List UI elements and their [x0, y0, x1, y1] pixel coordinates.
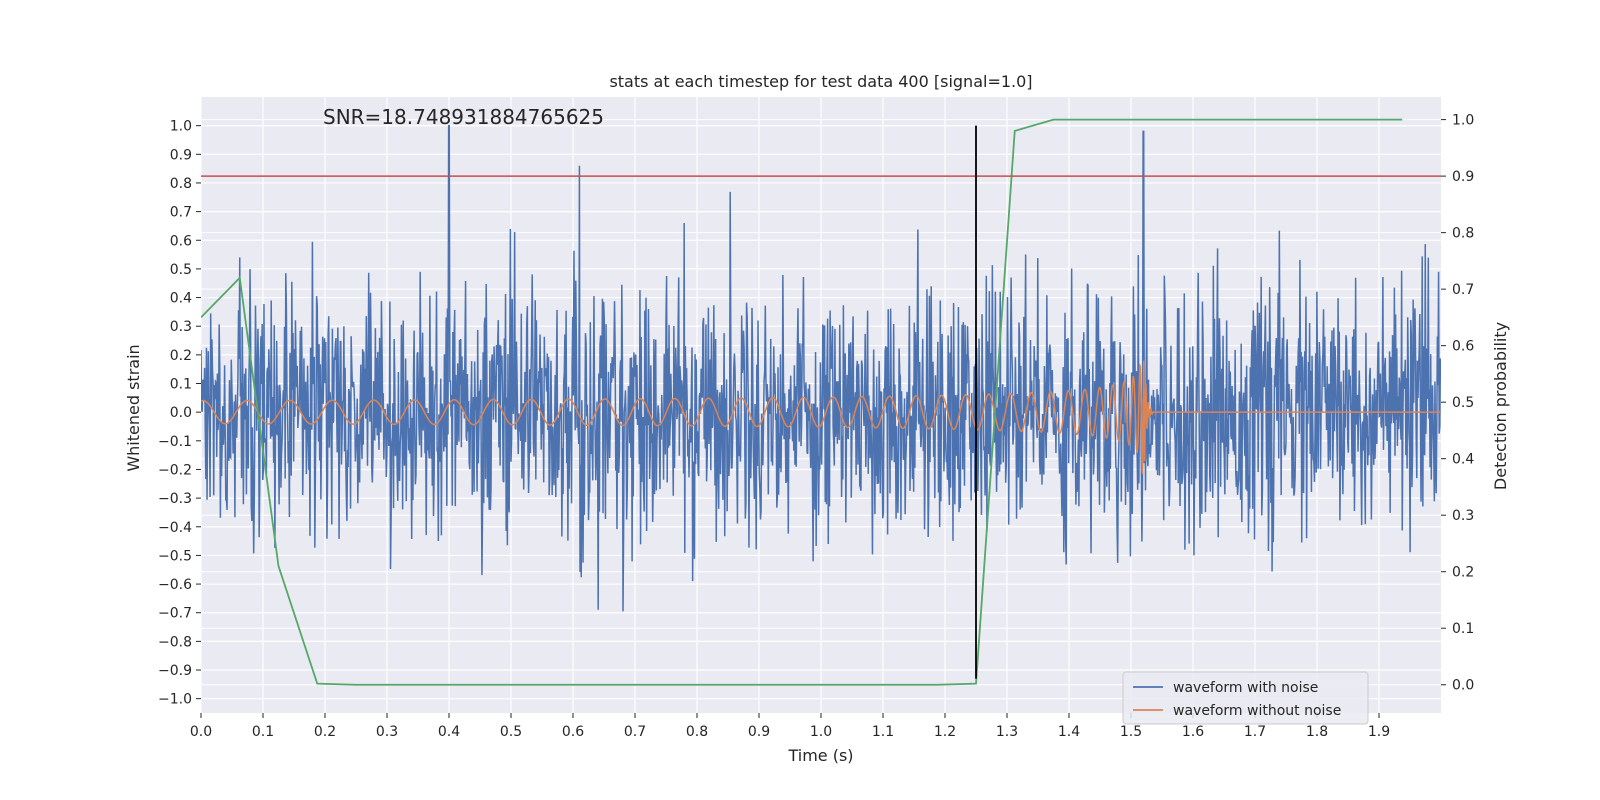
- y-left-tick-label: 0.7: [170, 205, 192, 221]
- x-tick-label: 1.5: [1120, 724, 1142, 740]
- y-right-tick-label: 0.9: [1452, 169, 1474, 185]
- y-left-tick-label: −0.3: [158, 491, 192, 507]
- y-right-tick-label: 1.0: [1452, 113, 1474, 129]
- legend-box: [1122, 671, 1369, 725]
- x-tick-label: 0.6: [562, 724, 584, 740]
- y-left-tick-label: 0.3: [170, 319, 192, 335]
- y-left-tick-label: 0.4: [170, 291, 192, 307]
- y-left-tick-label: −1.0: [158, 692, 192, 708]
- waveform-without-noise-line: [201, 360, 1441, 474]
- series-layer: [201, 118, 1441, 686]
- x-tick-label: 0.0: [190, 724, 212, 740]
- y-left-tick-label: −0.5: [158, 548, 192, 564]
- legend: waveform with noise waveform without nois…: [1122, 671, 1369, 725]
- chart-title: stats at each timestep for test data 400…: [609, 72, 1032, 91]
- y-right-tick-label: 0.2: [1452, 565, 1474, 581]
- x-tick-label: 1.6: [1182, 724, 1204, 740]
- y-left-tick-label: 0.8: [170, 176, 192, 192]
- x-tick-label: 0.9: [748, 724, 770, 740]
- x-tick-label: 1.0: [810, 724, 832, 740]
- snr-annotation: SNR=18.748931884765625: [323, 105, 604, 129]
- y-left-tick-label: 0.0: [170, 405, 192, 421]
- x-tick-label: 0.3: [376, 724, 398, 740]
- y-right-tick-label: 0.5: [1452, 395, 1474, 411]
- y-left-tick-label: 0.2: [170, 348, 192, 364]
- waveform-with-noise-line: [201, 124, 1441, 612]
- legend-label: waveform with noise: [1173, 680, 1318, 696]
- x-tick-label: 1.9: [1368, 724, 1390, 740]
- y-left-tick-label: 1.0: [170, 119, 192, 135]
- x-tick-label: 0.5: [500, 724, 522, 740]
- x-tick-label: 0.8: [686, 724, 708, 740]
- y-right-tick-label: 0.1: [1452, 621, 1474, 637]
- legend-label: waveform without noise: [1173, 703, 1341, 719]
- x-tick-label: 1.8: [1306, 724, 1328, 740]
- x-tick-label: 1.4: [1058, 724, 1080, 740]
- x-tick-label: 0.7: [624, 724, 646, 740]
- x-axis-label: Time (s): [787, 746, 853, 765]
- y-axis-right: 0.0 0.1 0.2 0.3 0.4 0.5 0.6 0.7 0.8 0.9 1.0: [1441, 113, 1474, 694]
- x-tick-label: 1.1: [872, 724, 894, 740]
- y-right-tick-label: 0.0: [1452, 678, 1474, 694]
- y-left-tick-label: −0.1: [158, 434, 192, 450]
- y-axis-left-label: Whitened strain: [124, 344, 143, 471]
- x-tick-label: 0.2: [314, 724, 336, 740]
- y-right-tick-label: 0.4: [1452, 452, 1474, 468]
- y-left-tick-label: −0.6: [158, 577, 192, 593]
- x-tick-label: 1.3: [996, 724, 1018, 740]
- y-right-tick-label: 0.8: [1452, 226, 1474, 242]
- series-group: [201, 118, 1441, 686]
- y-left-tick-label: 0.6: [170, 233, 192, 249]
- y-axis-left: −1.0 −0.9 −0.8 −0.7 −0.6 −0.5 −0.4 −0.3 −0.2 −0.1…: [158, 119, 201, 708]
- y-left-tick-label: 0.9: [170, 147, 192, 163]
- y-right-tick-label: 0.7: [1452, 282, 1474, 298]
- y-left-tick-label: −0.9: [158, 663, 192, 679]
- detection-probability-line: [201, 118, 1403, 686]
- x-tick-label: 0.1: [252, 724, 274, 740]
- y-right-tick-label: 0.3: [1452, 508, 1474, 524]
- y-axis-right-label: Detection probability: [1491, 322, 1510, 490]
- x-tick-label: 1.2: [934, 724, 956, 740]
- y-left-tick-label: −0.4: [158, 520, 192, 536]
- y-left-tick-label: 0.1: [170, 377, 192, 393]
- y-right-tick-label: 0.6: [1452, 339, 1474, 355]
- y-left-tick-label: −0.7: [158, 606, 192, 622]
- x-tick-label: 0.4: [438, 724, 460, 740]
- y-left-tick-label: −0.8: [158, 634, 192, 650]
- y-left-tick-label: −0.2: [158, 462, 192, 478]
- x-tick-label: 1.7: [1244, 724, 1266, 740]
- y-left-tick-label: 0.5: [170, 262, 192, 278]
